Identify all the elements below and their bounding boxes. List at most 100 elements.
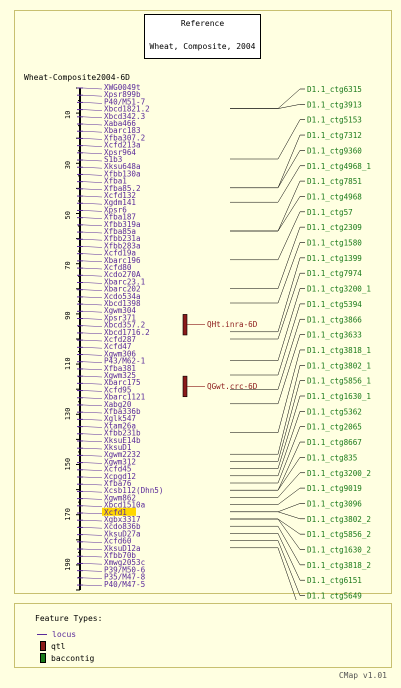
qtl-bar[interactable]: [182, 375, 188, 398]
contig-label[interactable]: D1.1_ctg57: [307, 208, 353, 217]
locus-label[interactable]: Xcdo270A: [104, 270, 141, 279]
contig-label[interactable]: D1.1_ctg3802_2: [307, 515, 371, 524]
locus-label[interactable]: Xcfd213a: [104, 141, 141, 150]
contig-label[interactable]: D1.1_ctg5856_1: [307, 377, 371, 386]
contig-label[interactable]: D1.1_ctg3633: [307, 331, 362, 340]
locus-label[interactable]: Xbarc23.1: [104, 277, 146, 286]
locus-label[interactable]: Xcpgd12: [104, 472, 136, 481]
locus-label[interactable]: Xfbb283a: [104, 241, 141, 250]
contig-label[interactable]: D1.1_ctg3818_1: [307, 346, 371, 355]
locus-label[interactable]: Xfbb231b: [104, 429, 141, 438]
locus-label[interactable]: Xcsb112(Dhn5): [104, 486, 163, 495]
locus-label[interactable]: Xfba85a: [104, 227, 136, 236]
locus-label[interactable]: Xksu648a: [104, 162, 141, 171]
contig-label[interactable]: D1.1_ctg5856_2: [307, 530, 371, 539]
locus-label[interactable]: Xfbb231a: [104, 234, 141, 243]
contig-label[interactable]: D1.1_ctg3200_2: [307, 469, 371, 478]
contig-label[interactable]: D1.1_ctg3913: [307, 100, 362, 109]
locus-label[interactable]: Xfba307.2: [104, 133, 145, 142]
contig-label[interactable]: D1.1_ctg2309: [307, 223, 362, 232]
contig-label[interactable]: D1.1_ctg3818_2: [307, 561, 371, 570]
locus-label[interactable]: Xtam26a: [104, 421, 136, 430]
locus-label[interactable]: Xbcd1821.2: [104, 105, 150, 114]
locus-label[interactable]: P40/M47-5: [104, 580, 145, 589]
map-title[interactable]: Wheat-Composite2004-6D: [24, 73, 130, 82]
locus-label[interactable]: Xcfd132: [104, 191, 136, 200]
locus-label[interactable]: Xbcd1398: [104, 299, 141, 308]
locus-label[interactable]: Xfbb70b: [104, 551, 136, 560]
locus-label[interactable]: Xfba1: [104, 177, 127, 186]
contig-label[interactable]: D1.1_ctg2065: [307, 423, 362, 432]
locus-label[interactable]: Xgwm325: [104, 371, 136, 380]
locus-label[interactable]: XksuE14b: [104, 436, 141, 445]
locus-label[interactable]: Xpsr6: [104, 205, 127, 214]
contig-label[interactable]: D1.1_ctg3802_1: [307, 361, 371, 370]
locus-label[interactable]: Xabg20: [104, 400, 132, 409]
contig-label[interactable]: D1.1_ctg3096: [307, 499, 362, 508]
locus-label[interactable]: Xgbx3317: [104, 515, 141, 524]
locus-label[interactable]: Xgwm2232: [104, 450, 141, 459]
locus-label[interactable]: Xgdm141: [104, 198, 136, 207]
locus-label[interactable]: Xbarc196: [104, 256, 141, 265]
contig-label[interactable]: D1.1_ctg5362: [307, 407, 362, 416]
contig-label[interactable]: D1.1_ctg1399: [307, 254, 362, 263]
locus-label[interactable]: Xaba466: [104, 119, 136, 128]
locus-label[interactable]: Xcfd1: [104, 508, 127, 517]
locus-label[interactable]: Xbcd357.2: [104, 321, 145, 330]
contig-label[interactable]: D1.1_ctg5394: [307, 300, 362, 309]
locus-label[interactable]: Xfba187: [104, 213, 136, 222]
locus-label[interactable]: Xpsr899b: [104, 90, 141, 99]
locus-label[interactable]: Xfba76: [104, 479, 132, 488]
locus-label[interactable]: Xcdo836b: [104, 522, 141, 531]
locus-label[interactable]: P35/M47-8: [104, 573, 146, 582]
locus-label[interactable]: XksuD27a: [104, 529, 141, 538]
locus-label[interactable]: Xbcd1510a: [104, 501, 145, 510]
locus-label[interactable]: Xcfd19a: [104, 249, 136, 258]
contig-label[interactable]: D1.1_ctg4968: [307, 192, 362, 201]
locus-label[interactable]: Xpsr371: [104, 313, 136, 322]
locus-label[interactable]: XksuD12a: [104, 544, 141, 553]
locus-label[interactable]: Xgwm306: [104, 349, 136, 358]
locus-label[interactable]: Xgwm862: [104, 493, 136, 502]
locus-label[interactable]: Xgwm312: [104, 457, 136, 466]
locus-label[interactable]: Xbarc202: [104, 285, 141, 294]
contig-label[interactable]: D1.1_ctg6315: [307, 85, 362, 94]
locus-label[interactable]: Xfba85.2: [104, 184, 141, 193]
contig-label[interactable]: D1.1_ctg7312: [307, 131, 362, 140]
locus-label[interactable]: Xbcd342.3: [104, 112, 145, 121]
locus-label[interactable]: Xcfd47: [104, 342, 131, 351]
contig-label[interactable]: D1.1_ctg1630_2: [307, 546, 371, 555]
locus-label[interactable]: Xcfd45: [104, 465, 131, 474]
qtl-label[interactable]: QGwt.crc-6D: [207, 382, 258, 391]
contig-label[interactable]: D1.1_ctg7974: [307, 269, 362, 278]
locus-label[interactable]: Xfba336b: [104, 407, 141, 416]
locus-label[interactable]: Xcfd287: [104, 335, 136, 344]
locus-label[interactable]: Xbarc175: [104, 378, 141, 387]
locus-label[interactable]: P39/M50-6: [104, 565, 146, 574]
locus-label[interactable]: Xcdo534a: [104, 292, 141, 301]
locus-label[interactable]: XksuD1: [104, 443, 132, 452]
contig-label[interactable]: D1.1_ctg6151: [307, 576, 362, 585]
contig-label[interactable]: D1.1_ctg9360: [307, 146, 362, 155]
qtl-label[interactable]: QHt.inra-6D: [207, 320, 258, 329]
contig-label[interactable]: D1.1_ctg5153: [307, 116, 362, 125]
locus-label[interactable]: Xbarc183: [104, 126, 141, 135]
contig-label[interactable]: D1.1_ctg3866: [307, 315, 362, 324]
contig-label[interactable]: D1.1_ctg5649: [307, 592, 362, 600]
locus-label[interactable]: S1b3: [104, 155, 122, 164]
locus-label[interactable]: Xcfd95: [104, 385, 131, 394]
contig-label[interactable]: D1.1_ctg4968_1: [307, 162, 371, 171]
contig-label[interactable]: D1.1_ctg9019: [307, 484, 362, 493]
locus-label[interactable]: Xcfd80: [104, 263, 132, 272]
locus-label[interactable]: Xfbb130a: [104, 169, 141, 178]
contig-label[interactable]: D1.1_ctg8667: [307, 438, 362, 447]
locus-label[interactable]: P40/M51-7: [104, 97, 145, 106]
locus-label[interactable]: Xgwm304: [104, 306, 136, 315]
locus-label[interactable]: XWG0049t: [104, 83, 141, 92]
contig-label[interactable]: D1.1_ctg835: [307, 453, 357, 462]
locus-label[interactable]: Xglk547: [104, 414, 136, 423]
contig-label[interactable]: D1.1_ctg1580: [307, 239, 362, 248]
contig-label[interactable]: D1.1_ctg7851: [307, 177, 362, 186]
locus-label[interactable]: Xpsr964: [104, 148, 136, 157]
contig-label[interactable]: D1.1_ctg3200_1: [307, 285, 371, 294]
